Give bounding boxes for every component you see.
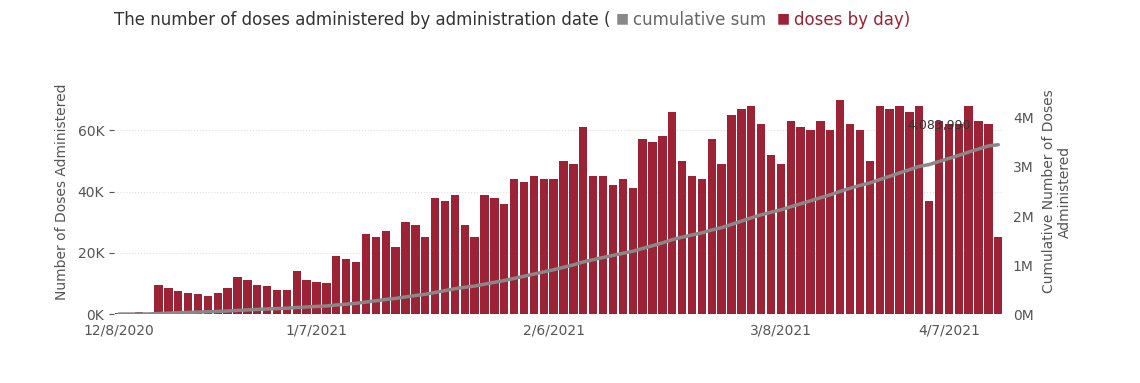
- Text: cumulative sum: cumulative sum: [633, 11, 776, 29]
- Bar: [431, 198, 439, 314]
- Bar: [560, 161, 568, 314]
- Bar: [787, 121, 795, 314]
- Bar: [194, 294, 202, 314]
- Bar: [915, 106, 923, 314]
- Bar: [480, 195, 489, 314]
- Bar: [520, 182, 528, 314]
- Bar: [421, 237, 430, 314]
- Bar: [964, 106, 972, 314]
- Bar: [312, 282, 320, 314]
- Bar: [510, 179, 519, 314]
- Text: 4,083,990: 4,083,990: [907, 119, 971, 133]
- Bar: [382, 231, 390, 314]
- Bar: [846, 124, 854, 314]
- Bar: [886, 109, 894, 314]
- Bar: [263, 286, 271, 314]
- Bar: [302, 280, 311, 314]
- Bar: [738, 109, 746, 314]
- Bar: [213, 293, 222, 314]
- Bar: [589, 176, 597, 314]
- Bar: [124, 313, 133, 314]
- Bar: [806, 130, 815, 314]
- Bar: [619, 179, 627, 314]
- Bar: [649, 142, 657, 314]
- Bar: [352, 262, 360, 314]
- Bar: [895, 106, 904, 314]
- Bar: [461, 225, 469, 314]
- Y-axis label: Number of Doses Administered: Number of Doses Administered: [56, 83, 70, 300]
- Bar: [717, 164, 726, 314]
- Bar: [925, 201, 934, 314]
- Bar: [223, 288, 231, 314]
- Bar: [372, 237, 380, 314]
- Bar: [856, 130, 864, 314]
- Bar: [530, 176, 538, 314]
- Text: ■: ■: [776, 11, 795, 26]
- Bar: [658, 136, 667, 314]
- Bar: [836, 100, 845, 314]
- Bar: [342, 259, 350, 314]
- Bar: [412, 225, 420, 314]
- Bar: [164, 288, 172, 314]
- Bar: [816, 121, 824, 314]
- Bar: [708, 139, 716, 314]
- Bar: [332, 256, 341, 314]
- Bar: [272, 290, 282, 314]
- Bar: [234, 277, 242, 314]
- Text: doses by day): doses by day): [795, 11, 911, 29]
- Bar: [609, 185, 617, 314]
- Bar: [293, 271, 301, 314]
- Bar: [905, 112, 913, 314]
- Bar: [668, 112, 676, 314]
- Bar: [145, 313, 153, 314]
- Bar: [154, 285, 163, 314]
- Text: ■: ■: [616, 11, 633, 26]
- Bar: [767, 155, 775, 314]
- Bar: [174, 291, 182, 314]
- Bar: [865, 161, 874, 314]
- Bar: [698, 179, 706, 314]
- Bar: [184, 293, 193, 314]
- Bar: [687, 176, 697, 314]
- Bar: [401, 222, 409, 314]
- Bar: [678, 161, 686, 314]
- Bar: [598, 176, 608, 314]
- Bar: [490, 198, 498, 314]
- Bar: [954, 124, 963, 314]
- Text: The number of doses administered by administration date (: The number of doses administered by admi…: [114, 11, 616, 29]
- Bar: [135, 312, 142, 314]
- Bar: [797, 127, 805, 314]
- Bar: [628, 188, 637, 314]
- Bar: [747, 106, 756, 314]
- Bar: [204, 296, 212, 314]
- Bar: [569, 164, 578, 314]
- Bar: [776, 164, 785, 314]
- Bar: [876, 106, 884, 314]
- Bar: [450, 195, 459, 314]
- Bar: [638, 139, 646, 314]
- Bar: [539, 179, 548, 314]
- Bar: [579, 127, 587, 314]
- Bar: [441, 201, 449, 314]
- Bar: [994, 237, 1002, 314]
- Bar: [984, 124, 993, 314]
- Bar: [253, 285, 261, 314]
- Bar: [283, 290, 291, 314]
- Bar: [115, 313, 123, 314]
- Bar: [361, 234, 370, 314]
- Bar: [549, 179, 557, 314]
- Y-axis label: Cumulative Number of Doses
Administered: Cumulative Number of Doses Administered: [1042, 90, 1073, 293]
- Bar: [243, 280, 252, 314]
- Bar: [757, 124, 765, 314]
- Bar: [391, 247, 400, 314]
- Bar: [471, 237, 479, 314]
- Bar: [826, 130, 834, 314]
- Bar: [500, 204, 508, 314]
- Bar: [323, 283, 331, 314]
- Bar: [935, 121, 943, 314]
- Bar: [945, 124, 953, 314]
- Bar: [975, 121, 983, 314]
- Bar: [727, 115, 735, 314]
